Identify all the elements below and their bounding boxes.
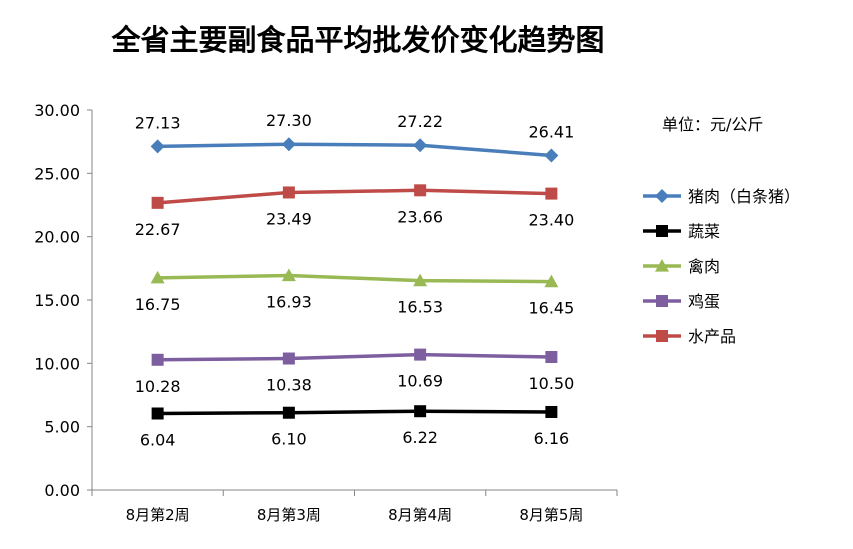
x-tick-label: 8月第3周	[257, 506, 321, 524]
data-label: 16.75	[135, 295, 181, 314]
y-tick-label: 10.00	[34, 354, 80, 373]
series-1	[151, 405, 558, 420]
data-point	[413, 273, 428, 287]
y-tick-label: 0.00	[44, 481, 80, 500]
data-point	[150, 139, 165, 154]
data-label: 27.13	[135, 113, 181, 132]
data-label: 16.53	[397, 298, 443, 317]
legend-marker	[655, 259, 669, 272]
data-point	[544, 274, 559, 288]
y-tick-label: 20.00	[34, 228, 80, 247]
series-4	[151, 184, 558, 209]
data-point	[150, 270, 165, 284]
data-point	[151, 196, 164, 209]
series-2	[150, 268, 559, 288]
legend-label: 禽肉	[688, 257, 720, 276]
data-point	[545, 351, 558, 363]
data-point	[544, 148, 559, 163]
data-label: 10.69	[397, 372, 443, 391]
series-line	[157, 188, 552, 205]
x-tick-label: 8月第2周	[126, 506, 190, 524]
data-point	[151, 353, 164, 366]
data-point	[545, 187, 558, 200]
legend-marker	[655, 189, 669, 203]
data-label: 6.10	[271, 430, 307, 449]
data-label: 16.93	[266, 293, 312, 312]
data-labels: 16.75 16.93 16.53 16.45 10.28 10.38 10.69 10.50…	[135, 111, 575, 449]
legend-marker	[656, 225, 668, 237]
data-label: 27.30	[266, 111, 312, 130]
data-label: 23.49	[266, 209, 312, 228]
series-0	[150, 137, 559, 163]
y-tick-label: 30.00	[34, 101, 80, 120]
series-layer	[150, 137, 559, 420]
legend-label: 鸡蛋	[688, 292, 720, 311]
data-label: 16.45	[528, 299, 574, 318]
data-label: 6.04	[140, 430, 176, 449]
data-point	[281, 137, 296, 152]
legend-item: 猪肉（白条猪）	[643, 187, 800, 206]
data-label: 22.67	[135, 220, 181, 239]
data-point	[414, 405, 427, 418]
chart-title: 全省主要副食品平均批发价变化趋势图	[110, 23, 604, 57]
y-tick-label: 25.00	[34, 164, 80, 183]
series-3	[151, 348, 558, 366]
legend-item: 鸡蛋	[643, 292, 720, 311]
unit-label: 单位：元/公斤	[662, 115, 763, 134]
data-label: 10.38	[266, 376, 312, 395]
data-label: 10.28	[135, 377, 181, 396]
data-label: 23.66	[397, 207, 443, 226]
axes: 0.00 5.00 10.00 15.00 20.00 25.00 30.00 8月第2周 8月…	[34, 101, 618, 524]
data-point	[282, 406, 295, 419]
y-tick-label: 5.00	[44, 418, 80, 437]
series-line	[157, 409, 552, 416]
legend-label: 水产品	[688, 327, 736, 346]
data-point	[281, 268, 296, 282]
data-label: 10.50	[528, 374, 574, 393]
data-point	[414, 184, 427, 197]
data-point	[414, 348, 427, 361]
data-point	[282, 186, 295, 199]
legend-item: 水产品	[643, 327, 736, 346]
x-tick-label: 8月第4周	[388, 506, 452, 524]
y-tick-label: 15.00	[34, 291, 80, 310]
data-label: 27.22	[397, 112, 443, 131]
legend-item: 蔬菜	[643, 222, 720, 241]
data-label: 6.22	[402, 428, 438, 447]
series-line	[157, 273, 552, 284]
legend-marker	[656, 330, 668, 342]
x-tick-label: 8月第5周	[519, 506, 583, 524]
legend-marker	[656, 295, 668, 307]
data-label: 6.16	[534, 429, 570, 448]
data-label: 23.40	[528, 211, 574, 230]
data-point	[151, 407, 164, 420]
legend-label: 蔬菜	[688, 222, 720, 241]
series-line	[157, 142, 552, 158]
legend-item: 禽肉	[643, 257, 720, 276]
data-point	[545, 405, 558, 418]
data-point	[413, 138, 428, 153]
data-label: 26.41	[528, 122, 574, 141]
series-line	[157, 352, 552, 362]
legend-label: 猪肉（白条猪）	[688, 187, 800, 206]
data-point	[282, 352, 295, 365]
